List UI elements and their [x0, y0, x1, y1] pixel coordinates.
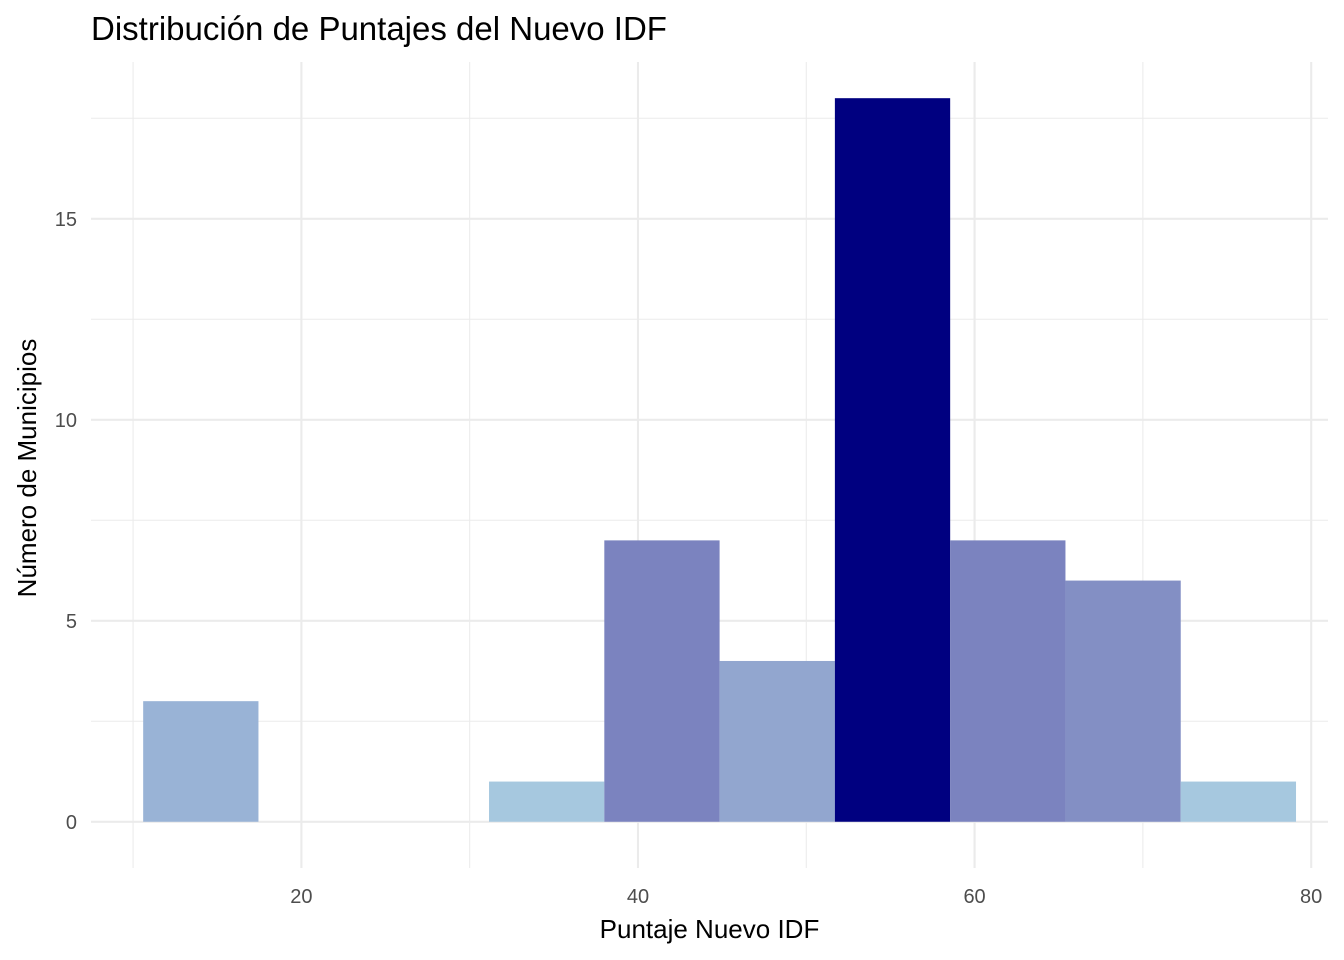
- histogram-bar: [950, 540, 1066, 822]
- x-tick-label: 20: [290, 886, 312, 908]
- histogram-bar: [1065, 580, 1181, 822]
- chart-title: Distribución de Puntajes del Nuevo IDF: [91, 10, 667, 47]
- y-tick-label: 0: [66, 812, 77, 834]
- bars: [143, 98, 1297, 822]
- x-tick-label: 60: [963, 886, 985, 908]
- x-tick-label: 40: [627, 886, 649, 908]
- y-tick-label: 15: [55, 209, 77, 231]
- y-tick-label: 10: [55, 410, 77, 432]
- y-axis-title: Número de Municipios: [12, 339, 42, 598]
- y-tick-label: 5: [66, 611, 77, 633]
- x-axis-ticks: 20 40 60 80: [290, 886, 1322, 908]
- x-axis-title: Puntaje Nuevo IDF: [600, 914, 820, 944]
- histogram-bar: [143, 701, 259, 822]
- y-axis-ticks: 0 5 10 15: [55, 209, 77, 834]
- histogram-bar: [834, 98, 951, 822]
- histogram-bar: [604, 540, 720, 822]
- x-tick-label: 80: [1300, 886, 1322, 908]
- histogram-bar: [1180, 781, 1297, 822]
- histogram-bar: [719, 660, 835, 822]
- histogram-bar: [489, 781, 605, 822]
